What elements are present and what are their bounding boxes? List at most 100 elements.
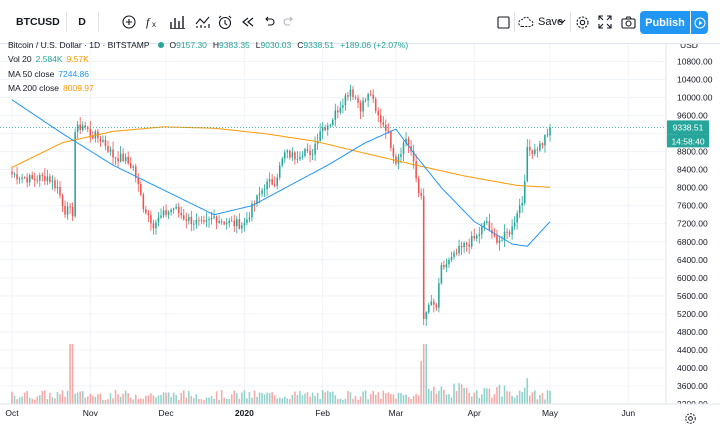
volume-bar	[39, 395, 41, 404]
volume-bar	[306, 392, 309, 404]
volume-bar	[473, 392, 476, 404]
candle-body	[86, 127, 89, 129]
fullscreen-icon[interactable]	[595, 10, 615, 34]
volume-bar	[99, 393, 102, 404]
interval-button[interactable]: D	[78, 16, 86, 28]
undo-icon[interactable]	[260, 10, 278, 34]
volume-bar	[203, 399, 205, 404]
save-button[interactable]: Save	[518, 10, 566, 34]
candle-body	[46, 176, 49, 182]
publish-button[interactable]: Publish	[640, 11, 690, 34]
volume-bar	[258, 392, 261, 404]
volume-bar	[253, 390, 256, 404]
bar-style-icon[interactable]	[166, 10, 188, 34]
price-tick-label: 7600.00	[677, 201, 708, 211]
price-chart[interactable]: 3200.003600.004000.004400.004800.005200.…	[0, 44, 720, 431]
volume-bar	[427, 389, 430, 404]
candle-body	[506, 231, 508, 233]
volume-bar	[129, 397, 132, 404]
price-tick-label: 4400.00	[677, 345, 708, 355]
save-menu-button[interactable]	[556, 10, 568, 34]
candle-body	[228, 220, 231, 224]
candle-body	[501, 239, 503, 241]
price-tick-label: 4800.00	[677, 327, 708, 337]
volume-bar	[412, 395, 415, 404]
series-title[interactable]: Bitcoin / U.S. Dollar · 1D · BITSTAMP	[8, 40, 150, 50]
candle-body	[306, 149, 309, 151]
volume-bar	[455, 390, 458, 404]
candle-body	[291, 152, 294, 158]
volume-bar	[516, 395, 518, 404]
candle-body	[481, 226, 483, 235]
volume-bar	[49, 392, 51, 404]
volume-bar	[465, 387, 468, 404]
volume-bar	[172, 392, 175, 404]
volume-bar	[84, 397, 87, 404]
candle-body	[84, 125, 87, 128]
volume-bar	[284, 396, 286, 404]
candle-body	[309, 150, 311, 156]
volume-bar	[397, 392, 400, 404]
candle-body	[122, 153, 124, 161]
volume-bar	[182, 390, 185, 404]
add-symbol-icon[interactable]	[118, 10, 140, 34]
candle-body	[278, 165, 281, 178]
volume-bar	[195, 394, 198, 404]
indicator-template-icon[interactable]	[192, 10, 214, 34]
candle-body	[157, 217, 160, 223]
candle-body	[367, 94, 369, 101]
candle-body	[460, 245, 463, 248]
volume-name[interactable]: Vol 20	[8, 54, 32, 64]
volume-bar	[321, 390, 324, 404]
candle-body	[56, 187, 59, 189]
candle-body	[473, 235, 476, 239]
volume-bar	[362, 391, 364, 404]
cloud-save-icon	[518, 16, 534, 27]
candle-body	[261, 190, 263, 194]
volume-bar	[215, 391, 218, 404]
ma200-name[interactable]: MA 200 close	[8, 83, 60, 93]
market-status-dot	[157, 42, 164, 48]
chart-area[interactable]: 3200.003600.004000.004400.004800.005200.…	[0, 44, 720, 431]
candle-body	[33, 178, 36, 180]
ma50-name[interactable]: MA 50 close	[8, 69, 55, 79]
volume-bar	[286, 398, 289, 404]
chart-settings-icon[interactable]	[680, 408, 700, 428]
symbol-search-button[interactable]: BTCUSD	[16, 16, 60, 28]
candle-body	[443, 264, 445, 268]
volume-bar	[190, 395, 193, 404]
candle-body	[453, 252, 455, 257]
candle-body	[536, 149, 539, 151]
fullscreen-layout-icon[interactable]	[494, 10, 512, 34]
volume-legend: Vol 20 2.584K 9.57K	[8, 54, 93, 64]
volume-bar	[539, 394, 541, 404]
price-tick-label: 9600.00	[677, 111, 708, 121]
volume-bar	[453, 383, 455, 404]
settings-icon[interactable]	[572, 10, 592, 34]
candle-body	[516, 213, 518, 223]
candle-body	[69, 206, 71, 208]
candle-body	[374, 98, 377, 112]
camera-icon[interactable]	[618, 10, 638, 34]
candle-body	[233, 220, 236, 227]
candle-body	[155, 222, 157, 229]
candle-body	[529, 147, 531, 151]
candle-body	[541, 143, 544, 146]
volume-bar	[352, 398, 354, 404]
replay-icon[interactable]	[238, 10, 258, 34]
close-key: C	[297, 40, 304, 50]
candle-body	[44, 175, 46, 182]
candle-body	[223, 221, 225, 225]
open-key: O	[169, 40, 177, 50]
price-tick-label: 10400.00	[677, 75, 713, 85]
play-button[interactable]	[690, 11, 708, 34]
candle-body	[190, 216, 193, 225]
candle-body	[167, 211, 170, 215]
volume-value: 2.584K	[35, 54, 63, 64]
alert-icon[interactable]	[214, 10, 236, 34]
volume-bar	[208, 397, 210, 404]
volume-bar	[425, 344, 428, 404]
redo-icon[interactable]	[280, 10, 298, 34]
volume-bar	[354, 396, 357, 404]
